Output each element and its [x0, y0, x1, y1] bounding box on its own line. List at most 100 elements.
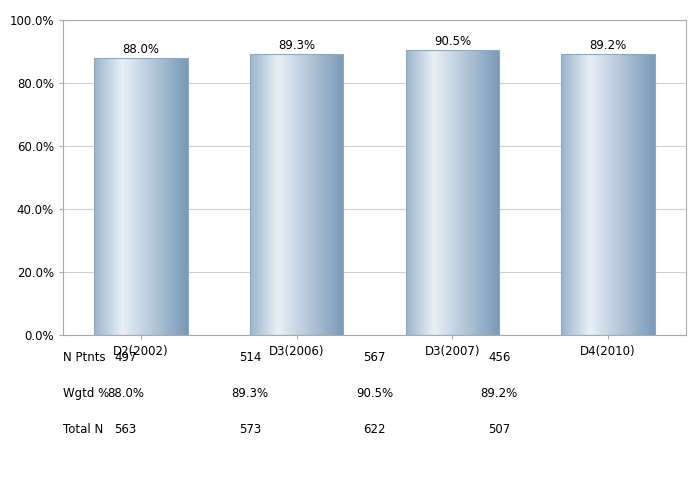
Bar: [624, 54, 626, 335]
Bar: [151, 58, 152, 335]
Bar: [281, 54, 282, 335]
Bar: [99, 58, 100, 335]
Bar: [453, 50, 454, 335]
Bar: [174, 58, 176, 335]
Bar: [336, 54, 337, 335]
Bar: [491, 50, 492, 335]
Bar: [325, 54, 326, 335]
Bar: [157, 58, 158, 335]
Bar: [258, 54, 260, 335]
Bar: [300, 54, 301, 335]
Bar: [342, 54, 343, 335]
Bar: [328, 54, 329, 335]
Bar: [413, 50, 414, 335]
Bar: [261, 54, 262, 335]
Text: 89.2%: 89.2%: [589, 40, 626, 52]
Bar: [266, 54, 267, 335]
Bar: [302, 54, 303, 335]
Bar: [406, 50, 407, 335]
Bar: [440, 50, 441, 335]
Bar: [446, 50, 447, 335]
Bar: [299, 54, 300, 335]
Bar: [466, 50, 467, 335]
Bar: [486, 50, 488, 335]
Bar: [619, 54, 620, 335]
Bar: [466, 50, 468, 335]
Bar: [651, 54, 652, 335]
Text: 514: 514: [239, 351, 261, 364]
Bar: [159, 58, 160, 335]
Bar: [293, 54, 294, 335]
Bar: [252, 54, 253, 335]
Bar: [416, 50, 417, 335]
Bar: [494, 50, 496, 335]
Bar: [437, 50, 438, 335]
Bar: [168, 58, 169, 335]
Bar: [626, 54, 628, 335]
Bar: [131, 58, 132, 335]
Bar: [419, 50, 420, 335]
Bar: [607, 54, 608, 335]
Bar: [256, 54, 257, 335]
Bar: [283, 54, 284, 335]
Text: 497: 497: [114, 351, 136, 364]
Bar: [442, 50, 443, 335]
Bar: [286, 54, 287, 335]
Bar: [107, 58, 108, 335]
Bar: [484, 50, 485, 335]
Bar: [121, 58, 122, 335]
Bar: [478, 50, 480, 335]
Bar: [426, 50, 427, 335]
Bar: [102, 58, 103, 335]
Bar: [301, 54, 302, 335]
Bar: [495, 50, 496, 335]
Bar: [493, 50, 494, 335]
Bar: [117, 58, 118, 335]
Bar: [438, 50, 439, 335]
Bar: [122, 58, 123, 335]
Bar: [95, 58, 96, 335]
Bar: [422, 50, 423, 335]
Bar: [459, 50, 461, 335]
Text: 567: 567: [363, 351, 386, 364]
Bar: [165, 58, 166, 335]
Bar: [438, 50, 440, 335]
Bar: [104, 58, 106, 335]
Bar: [275, 54, 276, 335]
Bar: [643, 54, 644, 335]
Bar: [310, 54, 311, 335]
Bar: [604, 54, 606, 335]
Bar: [330, 54, 331, 335]
Bar: [476, 50, 477, 335]
Bar: [187, 58, 188, 335]
Bar: [614, 54, 615, 335]
Bar: [427, 50, 428, 335]
Bar: [259, 54, 260, 335]
Bar: [169, 58, 171, 335]
Bar: [645, 54, 646, 335]
Bar: [416, 50, 418, 335]
Bar: [160, 58, 162, 335]
Bar: [497, 50, 498, 335]
Bar: [638, 54, 640, 335]
Text: 89.3%: 89.3%: [278, 39, 315, 52]
Bar: [445, 50, 447, 335]
Bar: [562, 54, 564, 335]
Bar: [254, 54, 255, 335]
Bar: [152, 58, 153, 335]
Bar: [444, 50, 445, 335]
Bar: [645, 54, 647, 335]
Bar: [316, 54, 317, 335]
Bar: [623, 54, 624, 335]
Bar: [274, 54, 275, 335]
Bar: [186, 58, 187, 335]
Bar: [319, 54, 321, 335]
Bar: [593, 54, 594, 335]
Bar: [125, 58, 127, 335]
Bar: [269, 54, 270, 335]
Bar: [611, 54, 612, 335]
Bar: [182, 58, 183, 335]
Bar: [155, 58, 157, 335]
Bar: [100, 58, 102, 335]
Bar: [144, 58, 145, 335]
